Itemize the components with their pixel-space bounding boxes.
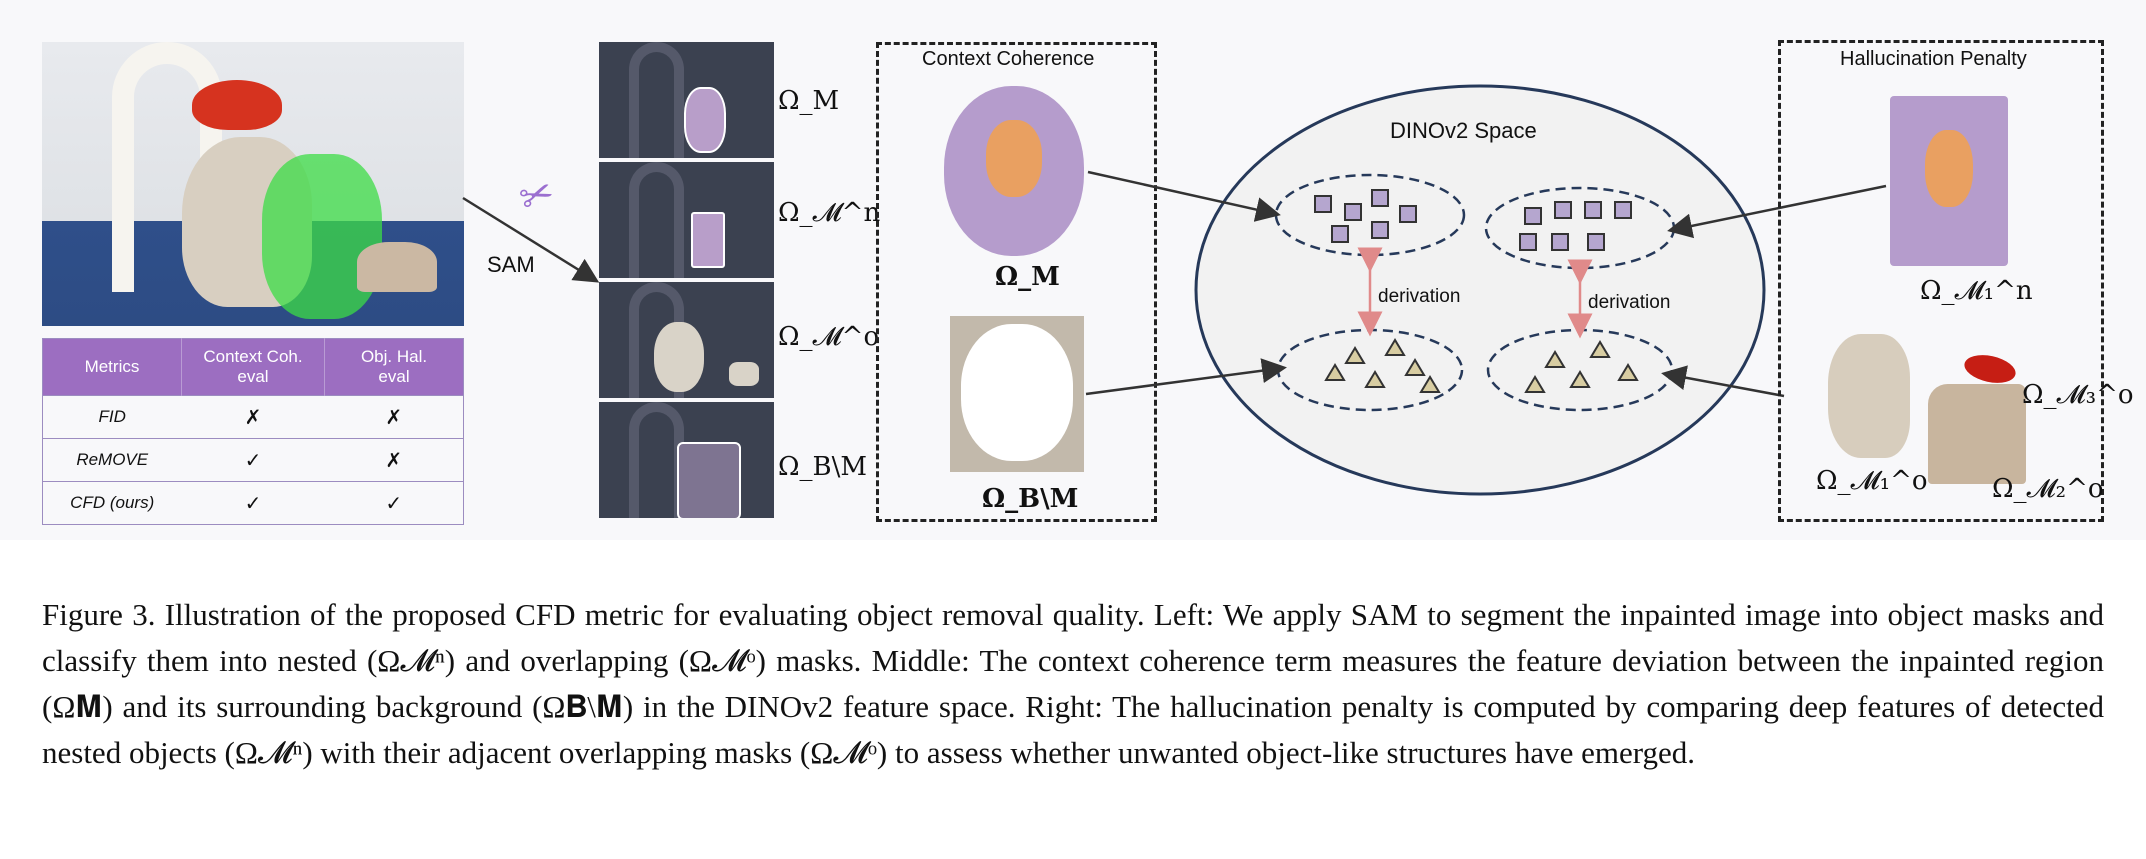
feature-cluster bbox=[1274, 173, 1466, 257]
table-header: Metrics bbox=[42, 338, 182, 396]
mask-region bbox=[684, 87, 726, 153]
feature-triangle bbox=[1617, 363, 1639, 381]
feature-square bbox=[1344, 203, 1362, 221]
mask-region bbox=[654, 322, 704, 392]
overlap-object-label: Ω_𝓜₃^o bbox=[2022, 380, 2134, 410]
metrics-table: Metrics Context Coh. eval Obj. Hal. eval… bbox=[42, 338, 464, 525]
arrow-to-dino bbox=[1661, 365, 1785, 398]
feature-square bbox=[1314, 195, 1332, 213]
sam-label: SAM bbox=[487, 252, 535, 277]
metric-name: FID bbox=[42, 395, 182, 439]
feature-triangle bbox=[1569, 370, 1591, 388]
feature-triangle bbox=[1404, 358, 1426, 376]
mask-label: Ω_𝓜^o bbox=[778, 322, 880, 352]
table-row: FID ✗ ✗ bbox=[42, 395, 464, 439]
mask-label: Ω_M bbox=[778, 86, 840, 116]
mask-thumb-m bbox=[599, 42, 774, 158]
feature-square bbox=[1331, 225, 1349, 243]
feature-triangle bbox=[1589, 340, 1611, 358]
table-row: ReMOVE ✓ ✗ bbox=[42, 438, 464, 482]
cat-face bbox=[986, 120, 1042, 197]
table-row: CFD (ours) ✓ ✓ bbox=[42, 481, 464, 525]
feature-square bbox=[1371, 221, 1389, 239]
derivation-label: derivation bbox=[1588, 292, 1671, 313]
cat-face bbox=[1925, 130, 1973, 207]
dinov2-title: DINOv2 Space bbox=[1390, 118, 1537, 143]
context-coherence-title: Context Coherence bbox=[922, 48, 1095, 70]
mask-region bbox=[691, 212, 725, 268]
dinov2-ellipse bbox=[1194, 84, 1766, 496]
context-mark: ✓ bbox=[181, 481, 325, 525]
context-coherence-box bbox=[876, 42, 1157, 522]
lamp-shape bbox=[629, 162, 684, 278]
figure-panel: Metrics Context Coh. eval Obj. Hal. eval… bbox=[42, 40, 2134, 525]
nested-object-image bbox=[1890, 96, 2008, 266]
derivation-label: derivation bbox=[1378, 286, 1461, 307]
object-mark: ✓ bbox=[324, 481, 464, 525]
mask-hole bbox=[960, 323, 1074, 462]
arrow-to-dino bbox=[1085, 358, 1287, 396]
feature-square bbox=[1371, 189, 1389, 207]
lamp-shape bbox=[629, 42, 684, 158]
context-mark: ✗ bbox=[181, 395, 325, 439]
feature-triangle bbox=[1364, 370, 1386, 388]
feature-square bbox=[1519, 233, 1537, 251]
table-header: Context Coh. eval bbox=[181, 338, 326, 396]
flower-shape bbox=[192, 80, 282, 130]
feature-square bbox=[1551, 233, 1569, 251]
figure-caption: Figure 3. Illustration of the proposed C… bbox=[42, 592, 2104, 776]
feature-square bbox=[1584, 201, 1602, 219]
mask-thumb-background bbox=[599, 402, 774, 518]
feature-square bbox=[1614, 201, 1632, 219]
feature-square bbox=[1524, 207, 1542, 225]
feature-triangle bbox=[1344, 346, 1366, 364]
feature-triangle bbox=[1384, 338, 1406, 356]
feature-triangle bbox=[1419, 375, 1441, 393]
arrow-to-dino bbox=[1087, 170, 1281, 222]
caption-text: Figure 3. Illustration of the proposed C… bbox=[42, 597, 2104, 770]
table-header: Obj. Hal. eval bbox=[324, 338, 464, 396]
metric-name: CFD (ours) bbox=[42, 481, 182, 525]
pot-object bbox=[1928, 384, 2026, 484]
mask-label: Ω_𝓜^n bbox=[778, 198, 881, 228]
object-mark: ✗ bbox=[324, 395, 464, 439]
omega-m-label: Ω_M bbox=[995, 262, 1060, 292]
feature-square bbox=[1587, 233, 1605, 251]
mask-thumb-overlap bbox=[599, 282, 774, 398]
feature-triangle bbox=[1524, 375, 1546, 393]
nested-object-label: Ω_𝓜₁^n bbox=[1920, 276, 2033, 306]
pot-shape bbox=[357, 242, 437, 292]
overlap-object-label: Ω_𝓜₂^o bbox=[1992, 474, 2104, 504]
object-mark: ✗ bbox=[324, 438, 464, 482]
background-region-image bbox=[950, 316, 1084, 472]
context-mark: ✓ bbox=[181, 438, 325, 482]
hallucination-penalty-box bbox=[1778, 40, 2104, 522]
inpainted-region-image bbox=[944, 86, 1084, 256]
metric-name: ReMOVE bbox=[42, 438, 182, 482]
overlap-object-label: Ω_𝓜₁^o bbox=[1816, 466, 1928, 496]
omega-bm-label: Ω_B\M bbox=[982, 484, 1079, 514]
feature-triangle bbox=[1324, 363, 1346, 381]
feature-square bbox=[1399, 205, 1417, 223]
mask-label: Ω_B\M bbox=[778, 452, 868, 482]
mask-thumb-nested bbox=[599, 162, 774, 278]
hallucination-penalty-title: Hallucination Penalty bbox=[1840, 48, 2027, 70]
mask-region bbox=[729, 362, 759, 386]
rock-object bbox=[1828, 334, 1910, 458]
inpainted-photo bbox=[42, 42, 464, 326]
mask-region bbox=[677, 442, 741, 518]
feature-square bbox=[1554, 201, 1572, 219]
sam-arrow bbox=[462, 196, 600, 283]
feature-triangle bbox=[1544, 350, 1566, 368]
